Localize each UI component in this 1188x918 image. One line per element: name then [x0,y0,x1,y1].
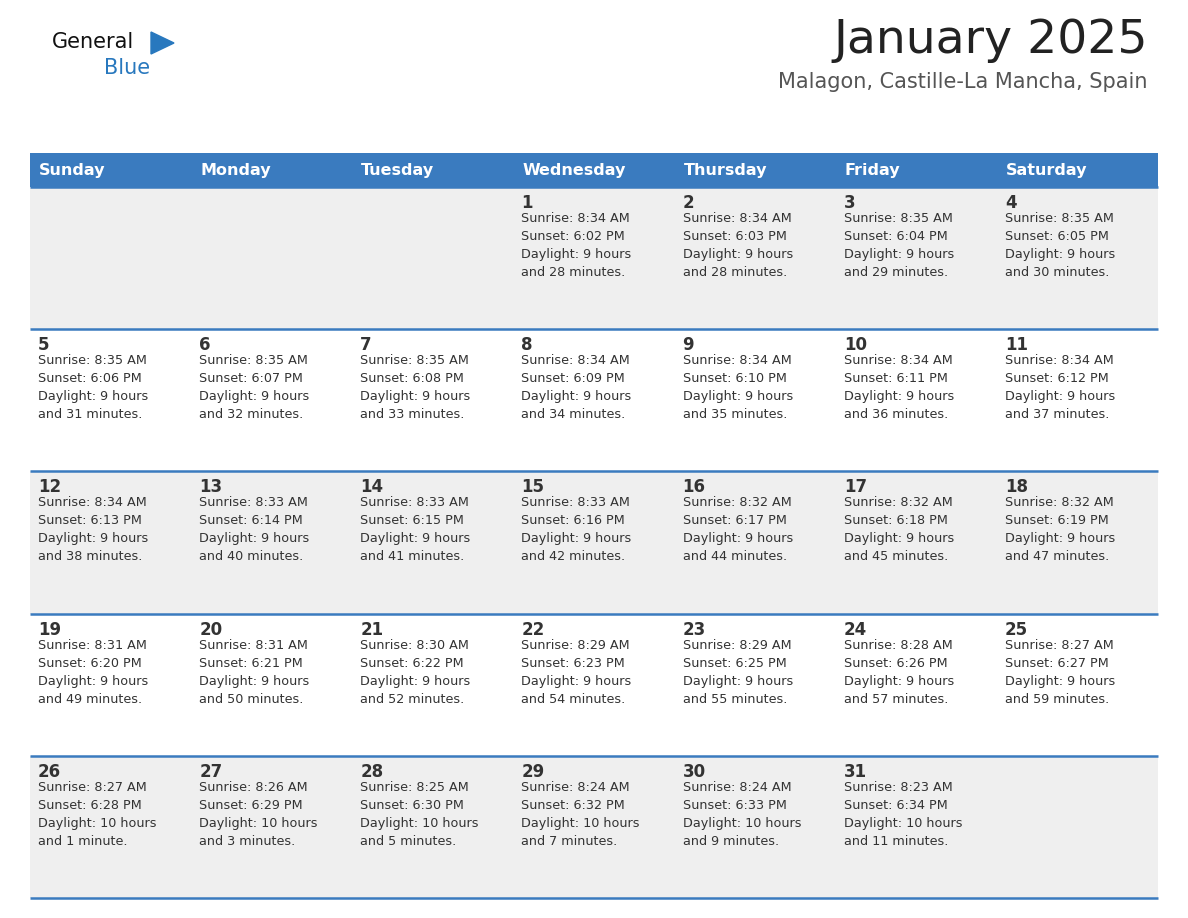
Text: 27: 27 [200,763,222,781]
Bar [30,756,1158,898]
Text: Sunrise: 8:35 AM
Sunset: 6:07 PM
Daylight: 9 hours
and 32 minutes.: Sunrise: 8:35 AM Sunset: 6:07 PM Dayligh… [200,354,309,421]
Text: 15: 15 [522,478,544,497]
Text: Sunrise: 8:35 AM
Sunset: 6:05 PM
Daylight: 9 hours
and 30 minutes.: Sunrise: 8:35 AM Sunset: 6:05 PM Dayligh… [1005,212,1116,279]
Text: 7: 7 [360,336,372,354]
Text: Saturday: Saturday [1006,162,1087,177]
Text: Sunday: Sunday [39,162,106,177]
Text: Sunrise: 8:33 AM
Sunset: 6:16 PM
Daylight: 9 hours
and 42 minutes.: Sunrise: 8:33 AM Sunset: 6:16 PM Dayligh… [522,497,632,564]
Polygon shape [151,32,173,54]
Text: Sunrise: 8:34 AM
Sunset: 6:10 PM
Daylight: 9 hours
and 35 minutes.: Sunrise: 8:34 AM Sunset: 6:10 PM Dayligh… [683,354,792,421]
Text: Sunrise: 8:27 AM
Sunset: 6:27 PM
Daylight: 9 hours
and 59 minutes.: Sunrise: 8:27 AM Sunset: 6:27 PM Dayligh… [1005,639,1116,706]
Text: 31: 31 [843,763,867,781]
Text: 5: 5 [38,336,50,354]
Text: Sunrise: 8:27 AM
Sunset: 6:28 PM
Daylight: 10 hours
and 1 minute.: Sunrise: 8:27 AM Sunset: 6:28 PM Dayligh… [38,781,157,848]
Text: Sunrise: 8:34 AM
Sunset: 6:13 PM
Daylight: 9 hours
and 38 minutes.: Sunrise: 8:34 AM Sunset: 6:13 PM Dayligh… [38,497,148,564]
Text: 10: 10 [843,336,867,354]
Text: 12: 12 [38,478,61,497]
Text: 24: 24 [843,621,867,639]
Text: 30: 30 [683,763,706,781]
Text: 16: 16 [683,478,706,497]
Text: Sunrise: 8:35 AM
Sunset: 6:08 PM
Daylight: 9 hours
and 33 minutes.: Sunrise: 8:35 AM Sunset: 6:08 PM Dayligh… [360,354,470,421]
Text: 11: 11 [1005,336,1028,354]
Text: Monday: Monday [200,162,271,177]
Text: 29: 29 [522,763,544,781]
Text: Sunrise: 8:31 AM
Sunset: 6:20 PM
Daylight: 9 hours
and 49 minutes.: Sunrise: 8:31 AM Sunset: 6:20 PM Dayligh… [38,639,148,706]
Bar [30,187,1158,330]
Text: Sunrise: 8:33 AM
Sunset: 6:14 PM
Daylight: 9 hours
and 40 minutes.: Sunrise: 8:33 AM Sunset: 6:14 PM Dayligh… [200,497,309,564]
Text: Sunrise: 8:23 AM
Sunset: 6:34 PM
Daylight: 10 hours
and 11 minutes.: Sunrise: 8:23 AM Sunset: 6:34 PM Dayligh… [843,781,962,848]
Text: Sunrise: 8:35 AM
Sunset: 6:04 PM
Daylight: 9 hours
and 29 minutes.: Sunrise: 8:35 AM Sunset: 6:04 PM Dayligh… [843,212,954,279]
Text: Sunrise: 8:30 AM
Sunset: 6:22 PM
Daylight: 9 hours
and 52 minutes.: Sunrise: 8:30 AM Sunset: 6:22 PM Dayligh… [360,639,470,706]
Text: 20: 20 [200,621,222,639]
Text: Sunrise: 8:31 AM
Sunset: 6:21 PM
Daylight: 9 hours
and 50 minutes.: Sunrise: 8:31 AM Sunset: 6:21 PM Dayligh… [200,639,309,706]
Text: Sunrise: 8:28 AM
Sunset: 6:26 PM
Daylight: 9 hours
and 57 minutes.: Sunrise: 8:28 AM Sunset: 6:26 PM Dayligh… [843,639,954,706]
Bar [30,153,1158,187]
Text: 2: 2 [683,194,694,212]
Text: Sunrise: 8:24 AM
Sunset: 6:32 PM
Daylight: 10 hours
and 7 minutes.: Sunrise: 8:24 AM Sunset: 6:32 PM Dayligh… [522,781,640,848]
Text: Wednesday: Wednesday [523,162,626,177]
Text: Friday: Friday [845,162,901,177]
Text: 1: 1 [522,194,533,212]
Text: 21: 21 [360,621,384,639]
Text: 28: 28 [360,763,384,781]
Text: 23: 23 [683,621,706,639]
Text: 17: 17 [843,478,867,497]
Text: Sunrise: 8:29 AM
Sunset: 6:23 PM
Daylight: 9 hours
and 54 minutes.: Sunrise: 8:29 AM Sunset: 6:23 PM Dayligh… [522,639,632,706]
Text: Sunrise: 8:33 AM
Sunset: 6:15 PM
Daylight: 9 hours
and 41 minutes.: Sunrise: 8:33 AM Sunset: 6:15 PM Dayligh… [360,497,470,564]
Text: Malagon, Castille-La Mancha, Spain: Malagon, Castille-La Mancha, Spain [778,72,1148,92]
Text: Sunrise: 8:35 AM
Sunset: 6:06 PM
Daylight: 9 hours
and 31 minutes.: Sunrise: 8:35 AM Sunset: 6:06 PM Dayligh… [38,354,148,421]
Text: 25: 25 [1005,621,1028,639]
Text: 6: 6 [200,336,210,354]
Text: January 2025: January 2025 [834,18,1148,63]
Text: 22: 22 [522,621,544,639]
Text: 3: 3 [843,194,855,212]
Text: Sunrise: 8:32 AM
Sunset: 6:17 PM
Daylight: 9 hours
and 44 minutes.: Sunrise: 8:32 AM Sunset: 6:17 PM Dayligh… [683,497,792,564]
Bar [30,330,1158,472]
Text: Sunrise: 8:24 AM
Sunset: 6:33 PM
Daylight: 10 hours
and 9 minutes.: Sunrise: 8:24 AM Sunset: 6:33 PM Dayligh… [683,781,801,848]
Text: Tuesday: Tuesday [361,162,435,177]
Bar [30,472,1158,613]
Text: Sunrise: 8:34 AM
Sunset: 6:03 PM
Daylight: 9 hours
and 28 minutes.: Sunrise: 8:34 AM Sunset: 6:03 PM Dayligh… [683,212,792,279]
Text: Sunrise: 8:25 AM
Sunset: 6:30 PM
Daylight: 10 hours
and 5 minutes.: Sunrise: 8:25 AM Sunset: 6:30 PM Dayligh… [360,781,479,848]
Text: 26: 26 [38,763,61,781]
Text: 14: 14 [360,478,384,497]
Text: Sunrise: 8:29 AM
Sunset: 6:25 PM
Daylight: 9 hours
and 55 minutes.: Sunrise: 8:29 AM Sunset: 6:25 PM Dayligh… [683,639,792,706]
Bar [30,613,1158,756]
Text: 18: 18 [1005,478,1028,497]
Text: 4: 4 [1005,194,1017,212]
Text: Sunrise: 8:34 AM
Sunset: 6:12 PM
Daylight: 9 hours
and 37 minutes.: Sunrise: 8:34 AM Sunset: 6:12 PM Dayligh… [1005,354,1116,421]
Text: Sunrise: 8:26 AM
Sunset: 6:29 PM
Daylight: 10 hours
and 3 minutes.: Sunrise: 8:26 AM Sunset: 6:29 PM Dayligh… [200,781,317,848]
Text: 8: 8 [522,336,533,354]
Text: General: General [52,32,134,52]
Text: Sunrise: 8:34 AM
Sunset: 6:11 PM
Daylight: 9 hours
and 36 minutes.: Sunrise: 8:34 AM Sunset: 6:11 PM Dayligh… [843,354,954,421]
Text: Blue: Blue [105,58,150,78]
Text: Thursday: Thursday [683,162,767,177]
Text: 19: 19 [38,621,61,639]
Text: 13: 13 [200,478,222,497]
Text: 9: 9 [683,336,694,354]
Text: Sunrise: 8:32 AM
Sunset: 6:18 PM
Daylight: 9 hours
and 45 minutes.: Sunrise: 8:32 AM Sunset: 6:18 PM Dayligh… [843,497,954,564]
Text: Sunrise: 8:34 AM
Sunset: 6:02 PM
Daylight: 9 hours
and 28 minutes.: Sunrise: 8:34 AM Sunset: 6:02 PM Dayligh… [522,212,632,279]
Text: Sunrise: 8:32 AM
Sunset: 6:19 PM
Daylight: 9 hours
and 47 minutes.: Sunrise: 8:32 AM Sunset: 6:19 PM Dayligh… [1005,497,1116,564]
Text: Sunrise: 8:34 AM
Sunset: 6:09 PM
Daylight: 9 hours
and 34 minutes.: Sunrise: 8:34 AM Sunset: 6:09 PM Dayligh… [522,354,632,421]
